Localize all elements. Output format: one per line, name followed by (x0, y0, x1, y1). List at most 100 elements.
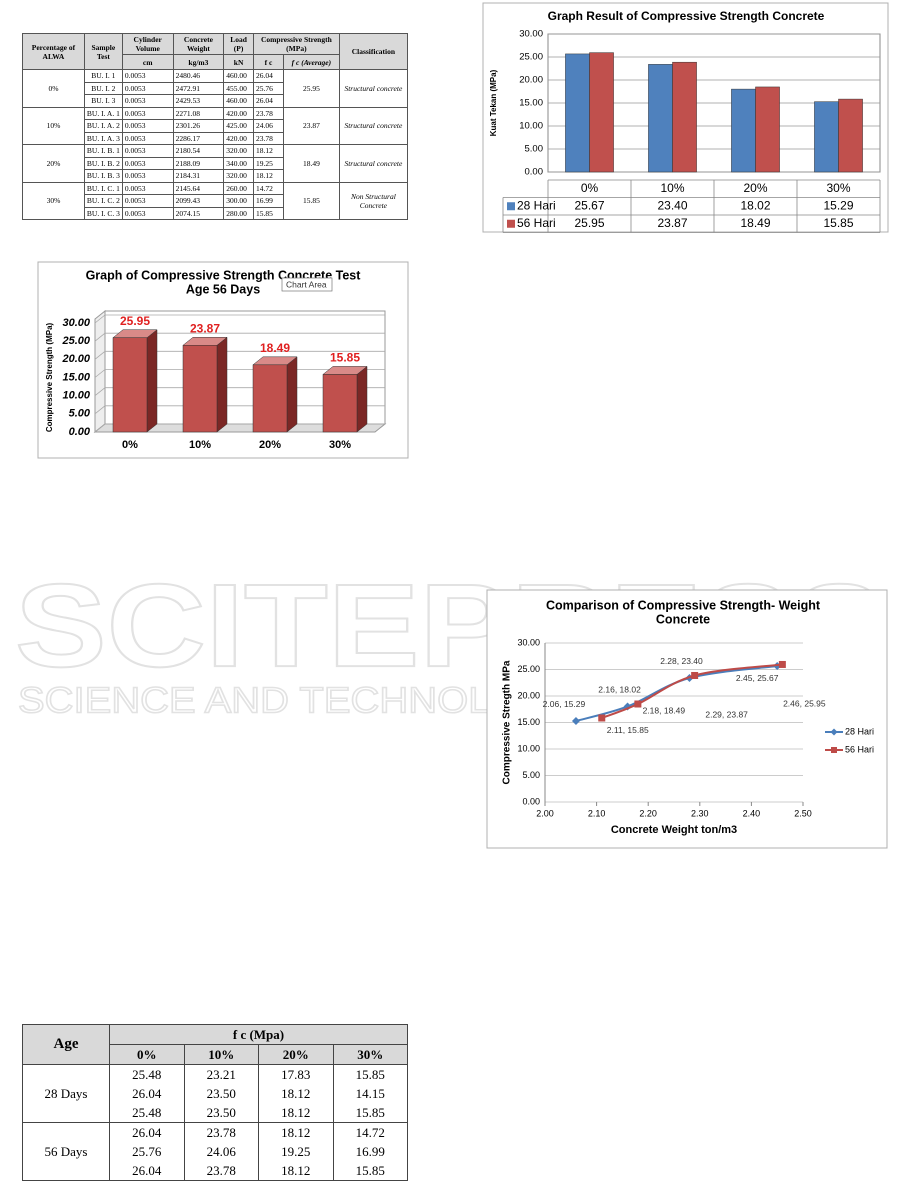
data-cell: 2180.54 (172, 144, 225, 158)
y-tick-label: 10.00 (62, 390, 90, 402)
data-cell: 18.12 (258, 1161, 334, 1181)
data-cell: 18.12 (252, 169, 284, 183)
subheader-cell: 10% (183, 1044, 259, 1065)
data-cell: BU. I. B. 1 (83, 144, 123, 158)
y-tick-label: 30.00 (517, 637, 540, 647)
marker (598, 714, 606, 722)
data-cell: BU. I. C. 2 (83, 194, 123, 208)
bar (252, 364, 288, 433)
data-row: 20% BU. I. B. 1 0.0053 2180.54 320.00 18.12 18… (22, 144, 409, 183)
group-classification: Structural concrete (338, 69, 409, 108)
data-cell: 280.00 (223, 206, 254, 220)
data-cell: 17.83 (258, 1064, 334, 1084)
legend-label: 28 Hari (517, 198, 556, 212)
bar-side (356, 365, 368, 433)
data-cell: 2301.26 (172, 119, 225, 133)
data-row: 26.04 23.50 18.12 14.15 (23, 1084, 408, 1103)
group-label: 0% (22, 69, 85, 108)
y-tick-label: 25.00 (517, 664, 540, 674)
data-cell: 0.0053 (121, 81, 174, 95)
bar (755, 86, 780, 173)
data-cell: 15.85 (332, 1161, 408, 1181)
data-label: 2.29, 23.87 (705, 710, 748, 720)
series-line (601, 663, 783, 719)
marker (778, 660, 786, 668)
data-row: BU. I. 3 0.0053 2429.53 460.00 26.04 (23, 94, 408, 108)
legend-marker (831, 747, 837, 753)
data-cell: 23.78 (252, 106, 284, 120)
grid-line (94, 332, 385, 342)
data-row: 56 Days 26.04 23.78 18.12 14.72 (22, 1122, 408, 1181)
data-label: 18.49 (260, 341, 290, 355)
y-tick-label: 0.00 (69, 426, 91, 438)
tooltip: Chart Area (286, 279, 327, 289)
y-tick-label: 20.00 (61, 353, 90, 365)
y-tick-label: 25.00 (519, 52, 543, 63)
group-label: 30% (22, 181, 85, 220)
data-cell: BU. I. C. 3 (83, 206, 123, 220)
bar (322, 374, 358, 433)
data-cell: 0.0053 (121, 119, 174, 133)
data-cell: 18.12 (258, 1122, 334, 1142)
group-average: 25.95 (282, 69, 340, 108)
bar (589, 52, 614, 173)
y-axis-label: Compressive Strength (MPa) (45, 322, 54, 432)
data-cell: BU. I. 3 (83, 94, 123, 108)
bar-side (146, 329, 158, 433)
data-cell: BU. I. C. 1 (83, 181, 123, 195)
header-cell: Classification (338, 33, 409, 70)
data-cell: 25.76 (252, 81, 284, 95)
data-label: 2.46, 25.95 (783, 699, 826, 709)
header-cell: f c (Mpa) (109, 1024, 408, 1045)
bar (648, 64, 673, 173)
data-cell: 2099.43 (172, 194, 225, 208)
x-tick-label: 2.00 (536, 808, 554, 818)
legend-swatch (507, 202, 515, 211)
data-cell: 18.12 (258, 1084, 334, 1103)
group-average: 23.87 (282, 106, 340, 145)
subheader-cell: f c (Average) (282, 54, 340, 70)
data-cell: 18.12 (252, 144, 284, 158)
sample-table: Percentage of ALWA Sample Test Cylinder Vo… (22, 33, 409, 220)
y-tick-label: 15.00 (62, 371, 90, 383)
data-cell: BU. I. A. 1 (83, 106, 123, 120)
data-cell: 340.00 (223, 156, 254, 170)
chart-subtitle: Age 56 Days (186, 282, 260, 296)
legend-label: 56 Hari (845, 744, 874, 754)
data-cell: 2480.46 (172, 69, 225, 83)
y-tick-label: 20.00 (519, 75, 543, 86)
chart-title: Comparison of Compressive Strength- Weig… (546, 598, 821, 612)
subheader-cell: 0% (109, 1044, 185, 1065)
subheader-cell: cm (121, 54, 174, 70)
grid-line (94, 350, 385, 360)
x-axis-label: Concrete Weight ton/m3 (611, 824, 737, 836)
subheader-row: 0% 10% 20% 30% (23, 1044, 408, 1065)
data-cell: 0.0053 (121, 94, 174, 108)
group-classification: Non Structural Concrete (338, 181, 409, 220)
data-row: 25.76 24.06 19.25 16.99 (23, 1142, 408, 1161)
data-label: 15.85 (330, 351, 360, 365)
data-label: 25.95 (574, 216, 604, 230)
data-cell: 23.50 (183, 1103, 259, 1123)
legend-marker (830, 728, 838, 736)
marker (634, 700, 642, 708)
data-cell: 19.25 (258, 1142, 334, 1161)
data-label: 23.87 (190, 321, 220, 335)
data-label: 2.18, 18.49 (643, 705, 686, 715)
data-row: BU. I. C. 2 0.0053 2099.43 300.00 16.99 (23, 194, 408, 208)
y-tick-label: 20.00 (517, 690, 540, 700)
bar (731, 88, 756, 173)
data-label: 23.87 (657, 216, 687, 230)
data-cell: 14.72 (252, 181, 284, 195)
group-classification: Structural concrete (338, 144, 409, 183)
x-tick-label: 2.40 (743, 808, 761, 818)
data-cell: 320.00 (223, 144, 254, 158)
data-cell: 0.0053 (121, 131, 174, 145)
data-row: BU. I. C. 3 0.0053 2074.15 280.00 15.85 (23, 206, 408, 220)
data-cell: 0.0053 (121, 206, 174, 220)
y-tick-label: 30.00 (519, 29, 543, 40)
y-tick-label: 0.00 (522, 796, 540, 806)
data-cell: 460.00 (223, 94, 254, 108)
header-cell: Load (P) (223, 33, 254, 55)
